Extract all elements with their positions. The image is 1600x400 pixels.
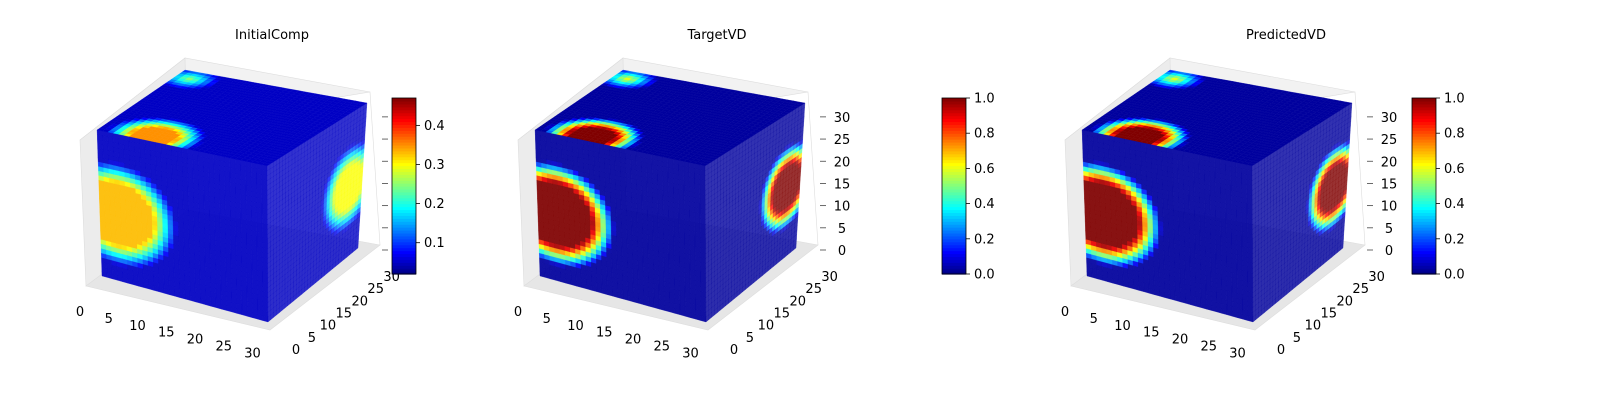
y-tick-label: 10 [320,319,337,334]
x-tick-label: 25 [216,339,233,354]
colorbar-tick-label: 0.3 [424,158,445,173]
y-tick-label: 25 [367,282,384,297]
z-axis [382,116,388,251]
x-tick-label: 20 [187,333,204,348]
colorbar-segment [392,98,416,102]
x-tick-label: 15 [158,326,175,341]
x-tick-label: 10 [129,319,146,334]
chart-title: InitialComp [235,28,309,43]
colorbar-tick-label: 0.1 [424,236,445,251]
colorbar: 0.1 0.2 0.3 0.4 [391,97,445,275]
top-face [96,69,368,167]
x-tick-label: 5 [105,312,113,327]
subplot-initialcomp: InitialComp 0 5 10 15 20 25 30 0510152025300.10… [76,28,445,361]
colorbar-tick-label: 0.2 [424,197,445,212]
y-tick-label: 0 [292,343,300,358]
subplot-targetvd: TargetVD 0 5 10 15 20 25 30 0510152025300510152… [514,28,995,361]
chart-title: TargetVD [686,28,746,43]
y-tick-label: 15 [336,306,353,321]
colorbar-tick-label: 0.4 [424,119,445,134]
y-tick-label: 5 [308,331,316,346]
x-tick-label: 0 [76,305,84,320]
x-tick-label: 30 [244,346,261,361]
y-tick-label: 20 [352,294,369,309]
